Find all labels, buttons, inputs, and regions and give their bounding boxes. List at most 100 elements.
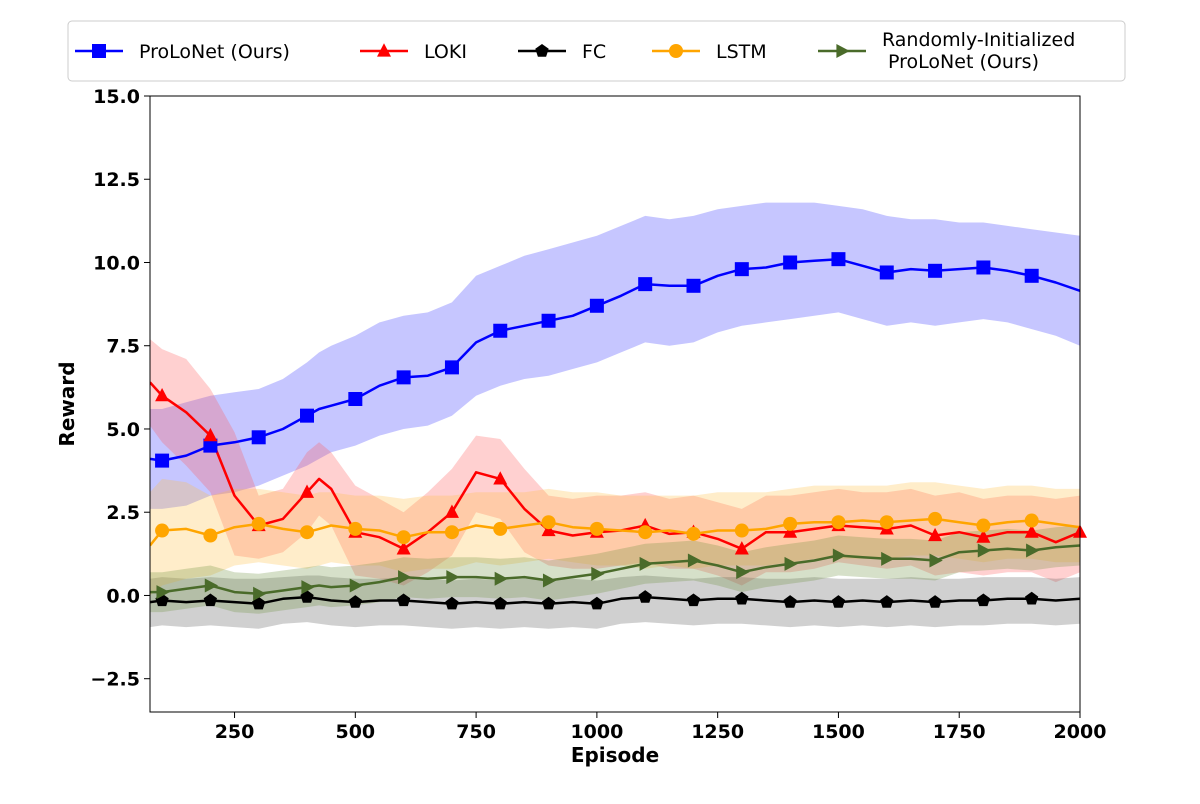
lstm-marker <box>444 525 459 540</box>
legend-label-lstm: LSTM <box>716 41 767 63</box>
lstm-marker <box>155 523 170 538</box>
y-tick-label: 10.0 <box>93 252 140 274</box>
loki-marker <box>783 524 798 538</box>
lstm-marker <box>638 525 653 540</box>
prolonet-ours-marker <box>251 430 266 445</box>
fc-marker <box>880 595 894 608</box>
y-tick-label: 0.0 <box>106 585 140 607</box>
loki-marker <box>444 504 459 518</box>
prolonet-ours-marker <box>203 438 218 453</box>
prolonet-ours-marker <box>444 360 459 375</box>
fc-marker <box>203 593 217 607</box>
lstm-marker <box>493 521 508 536</box>
prolonet-ours-marker <box>589 298 604 313</box>
series-markers <box>155 252 1087 610</box>
legend-frame <box>67 20 1126 82</box>
loki-marker <box>493 471 508 485</box>
legend-marker-prolonet-ours <box>92 44 106 58</box>
x-tick-label: 250 <box>215 721 255 743</box>
prolonet-ours-marker <box>976 260 991 275</box>
x-tick-label: 1750 <box>933 721 986 743</box>
prolonet-ours-marker <box>300 408 315 423</box>
fc-band <box>150 575 1080 629</box>
x-tick-label: 750 <box>456 721 496 743</box>
prolonet-ours-marker <box>396 370 411 385</box>
randomly-initialized-prolonet-ours-marker <box>301 580 315 595</box>
lstm-marker <box>734 523 749 538</box>
loki-marker <box>203 427 218 442</box>
y-tick-label: 5.0 <box>106 419 140 441</box>
lstm-marker <box>1024 513 1039 528</box>
randomly-initialized-prolonet-ours-marker <box>494 571 508 586</box>
fc-marker <box>976 593 990 607</box>
lstm-marker <box>783 516 798 531</box>
x-axis-ticks: 250 500 750 1000 1250 1500 1750 2000 <box>215 712 1107 743</box>
fc-marker <box>1025 591 1039 605</box>
lstm-marker <box>928 511 943 526</box>
randomly-initialized-prolonet-ours-marker <box>253 586 267 601</box>
legend-marker-lstm <box>669 44 683 58</box>
randomly-initialized-prolonet-ours-marker <box>591 566 605 581</box>
loki-marker <box>155 387 170 402</box>
loki-band <box>150 339 1080 586</box>
prolonet-ours-marker <box>638 277 653 292</box>
prolonet-ours-marker <box>493 323 508 338</box>
lstm-marker <box>300 525 315 540</box>
fc-marker <box>783 595 797 608</box>
y-axis-ticks: −2.5 0.0 2.5 5.0 7.5 10.0 12.5 15.0 <box>90 86 150 691</box>
lstm-marker <box>348 521 363 536</box>
fc-marker <box>252 596 266 610</box>
y-tick-label: 15.0 <box>93 86 140 108</box>
randomly-initialized-prolonet-ours-marker <box>398 570 412 585</box>
fc-marker <box>928 595 942 608</box>
fc-marker <box>348 595 362 608</box>
legend-marker-fc <box>535 44 549 57</box>
loki-marker <box>541 522 556 537</box>
prolonet-ours-marker <box>783 255 798 270</box>
loki-marker <box>300 484 315 498</box>
randomly-initialized-prolonet-ours-marker <box>1026 543 1040 558</box>
prolonet-ours-marker <box>348 392 363 407</box>
prolonet-ours-band <box>150 202 1080 509</box>
randomly-initialized-prolonet-ours-marker <box>736 565 750 580</box>
lstm-marker <box>589 521 604 536</box>
x-tick-label: 2000 <box>1054 721 1107 743</box>
randomly-initialized-prolonet-ours-marker <box>784 556 798 571</box>
lstm-marker <box>203 528 218 543</box>
loki-marker <box>928 527 943 542</box>
loki-marker <box>734 541 749 555</box>
prolonet-ours-marker <box>686 278 701 293</box>
fc-marker <box>638 590 652 603</box>
x-tick-label: 1500 <box>812 721 865 743</box>
randomly-initialized-prolonet-ours-marker <box>881 551 895 566</box>
lstm-band <box>150 478 1080 596</box>
legend-label-fc: FC <box>582 41 606 63</box>
fc-marker <box>493 596 507 610</box>
fc-marker <box>397 593 411 607</box>
randomly-initialized-prolonet-ours-marker <box>349 578 364 593</box>
plot-frame <box>149 95 1081 713</box>
randomly-initialized-prolonet-ours-marker <box>542 573 557 588</box>
fc-marker <box>445 596 459 610</box>
randomly-initialized-prolonet-ours-marker <box>832 548 847 563</box>
prolonet-ours-marker <box>831 252 846 267</box>
lstm-marker <box>831 515 846 530</box>
x-axis-label: Episode <box>571 743 659 767</box>
legend: ProLoNet (Ours) LOKI FC LSTM Randomly-Initia… <box>67 20 1126 82</box>
x-tick-label: 1250 <box>691 721 744 743</box>
prolonet-ours-marker <box>155 453 170 468</box>
lstm-marker <box>251 516 266 531</box>
randomly-initialized-prolonet-ours-marker <box>977 543 992 558</box>
prolonet-ours-marker <box>879 265 894 280</box>
prolonet-ours-marker <box>541 313 556 328</box>
prolonet-ours-marker <box>734 262 749 277</box>
fc-marker <box>735 591 749 605</box>
y-tick-label: 7.5 <box>106 336 140 358</box>
legend-label-randomly-initialized-prolonet-ours: Randomly-Initialized ProLoNet (Ours) <box>882 29 1075 73</box>
loki-marker <box>976 529 991 543</box>
prolonet-ours-marker <box>928 263 943 278</box>
legend-marker-loki <box>377 43 391 57</box>
randomly-initialized-prolonet-ours-marker <box>687 553 702 568</box>
